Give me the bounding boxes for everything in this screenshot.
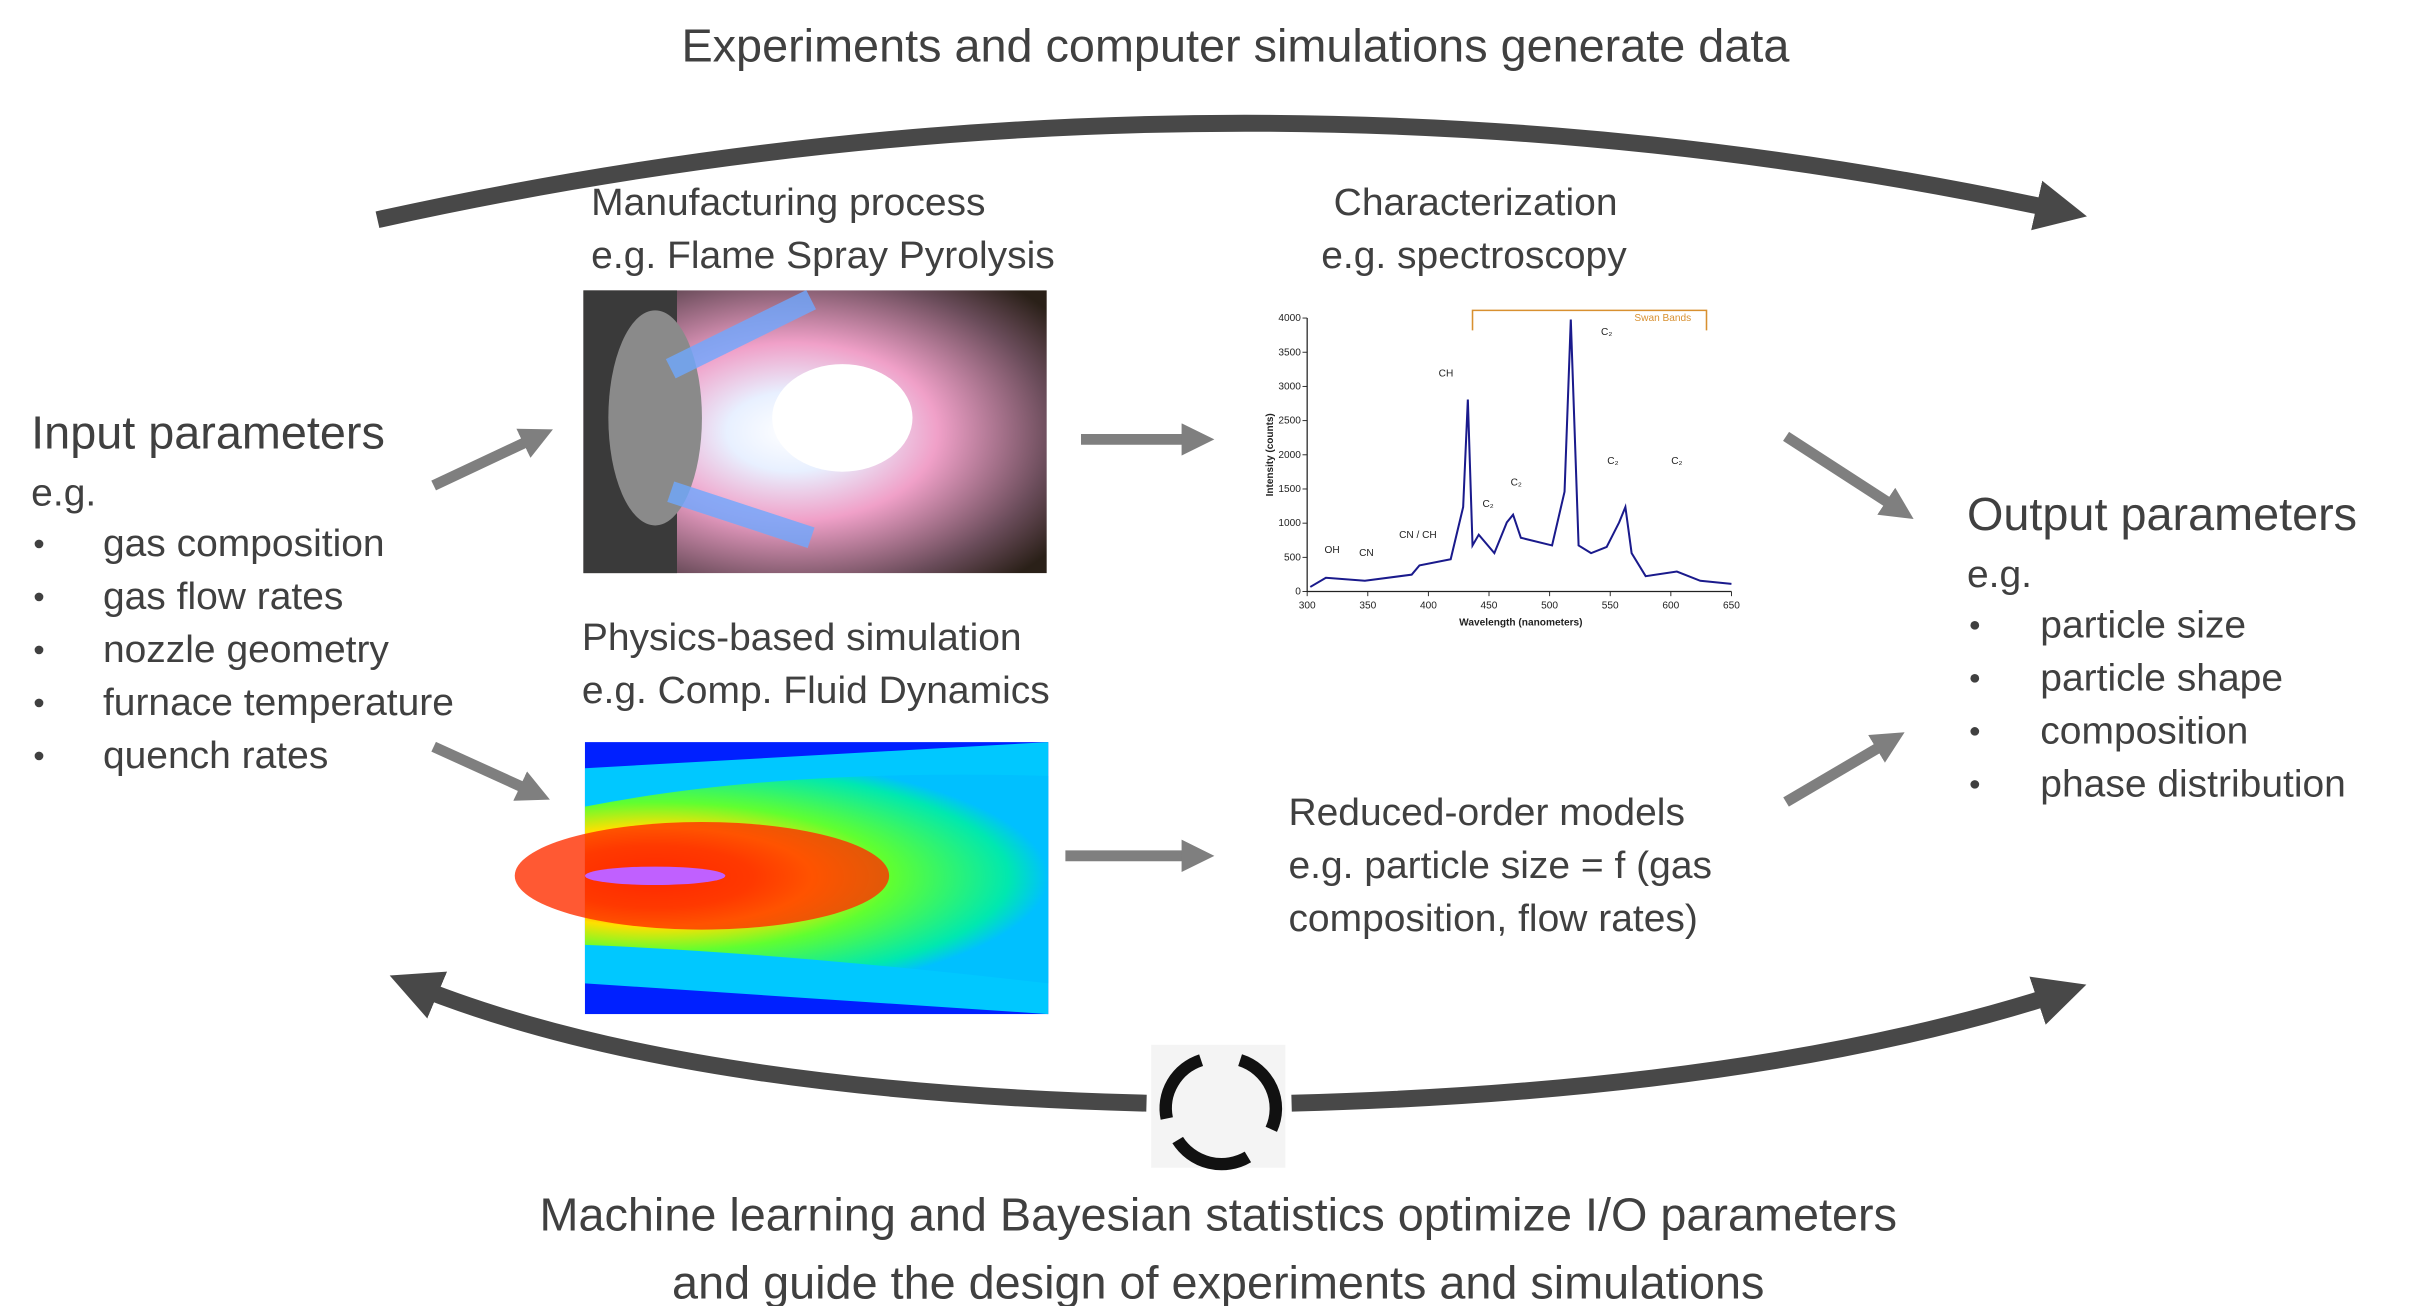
output-item: phase distribution [2040, 763, 2346, 806]
top-arrow [375, 114, 2087, 231]
spectrum-x-tick-label: 350 [1359, 601, 1376, 612]
bullet [34, 592, 44, 602]
input-item: nozzle geometry [103, 628, 390, 671]
spectrum-x-label: Wavelength (nanometers) [1459, 617, 1582, 628]
spectrum-y-tick-label: 2500 [1278, 416, 1301, 427]
input-item: quench rates [103, 734, 328, 777]
input-item: gas composition [103, 522, 385, 565]
spectrum-curve [1309, 319, 1732, 588]
spectrum-annotation: CH [1439, 368, 1454, 379]
bullet [1970, 621, 1980, 630]
bottom-left-arrow [389, 971, 1147, 1112]
spectrum-y-tick-label: 1000 [1278, 518, 1301, 529]
cycle-icon [1151, 1044, 1286, 1171]
spectrum-x-tick-label: 400 [1420, 601, 1437, 612]
spectrum-annotation: C₂ [1607, 456, 1618, 467]
spectrum-y-tick-label: 3500 [1278, 347, 1301, 358]
cfd-contour [514, 742, 1049, 1015]
simulation-line: e.g. Comp. Fluid Dynamics [582, 669, 1050, 712]
flow-arrows [431, 423, 1914, 872]
bullet [34, 698, 44, 708]
spectrum-y-tick-label: 500 [1284, 552, 1301, 563]
spectrum-y-tick-label: 0 [1295, 587, 1301, 598]
title: Experiments and computer simulations gen… [681, 20, 1789, 72]
manufacturing-line: Manufacturing process [591, 181, 985, 224]
spectrum-y-tick-label: 3000 [1278, 382, 1301, 393]
spectrum-annotation: C₂ [1671, 456, 1682, 467]
bullet [34, 539, 44, 549]
caption-line: Machine learning and Bayesian statistics… [540, 1189, 1897, 1241]
flame-photo [583, 289, 1047, 574]
spectrum-y-label: Intensity (counts) [1265, 413, 1276, 496]
swan-bracket [1471, 309, 1708, 331]
characterization-line: Characterization [1334, 181, 1618, 224]
bullet [34, 645, 44, 655]
bullet [1970, 727, 1980, 736]
bullet [34, 751, 44, 761]
spectrum-x-tick-label: 500 [1541, 601, 1558, 612]
spectrum-annotation: CN [1359, 548, 1374, 559]
simulation-line: Physics-based simulation [582, 616, 1022, 659]
input-eg: e.g. [31, 472, 96, 515]
input-heading: Input parameters [31, 407, 385, 459]
spectrum-x-tick-label: 650 [1723, 601, 1740, 612]
characterization-line: e.g. spectroscopy [1321, 234, 1627, 277]
reduced_order-line: Reduced-order models [1288, 791, 1684, 834]
reduced_order-line: e.g. particle size = f (gas [1288, 844, 1712, 887]
spectrum-annotation: CN / CH [1399, 530, 1437, 541]
spectrum-annotation: C₂ [1511, 478, 1522, 489]
reduced_order-line: composition, flow rates) [1288, 897, 1697, 940]
spectrum-y-tick-label: 4000 [1278, 313, 1301, 324]
spectrum-annotation: OH [1325, 545, 1340, 556]
spectrum-y-tick-label: 2000 [1278, 450, 1301, 461]
spectrum-x-tick-label: 450 [1481, 601, 1498, 612]
spectrum-annotation: Swan Bands [1634, 313, 1691, 324]
bullet [1970, 674, 1980, 683]
output-heading: Output parameters [1967, 488, 2357, 540]
spectrum-y-tick-label: 1500 [1278, 484, 1301, 495]
spectrum-annotation: C₂ [1601, 327, 1612, 338]
input-item: furnace temperature [103, 681, 454, 724]
input-item: gas flow rates [103, 575, 343, 618]
output-item: composition [2040, 710, 2248, 753]
spectrum-annotation: C₂ [1482, 499, 1493, 510]
spectrum-x-tick-label: 550 [1602, 601, 1619, 612]
spectrum-x-tick-label: 600 [1662, 601, 1679, 612]
bottom-right-arrow [1291, 976, 2087, 1112]
output-eg: e.g. [1967, 553, 2032, 596]
spectrum-x-tick-label: 300 [1299, 601, 1316, 612]
caption-line: and guide the design of experiments and … [672, 1257, 1764, 1306]
manufacturing-line: e.g. Flame Spray Pyrolysis [591, 234, 1055, 277]
output-item: particle shape [2040, 657, 2283, 700]
bullet [1970, 780, 1980, 789]
output-item: particle size [2040, 604, 2246, 647]
spectrum-plot: 0 500 1000 1500 2000 2500 3000 3500 4000 300 350 40… [1265, 309, 1740, 628]
